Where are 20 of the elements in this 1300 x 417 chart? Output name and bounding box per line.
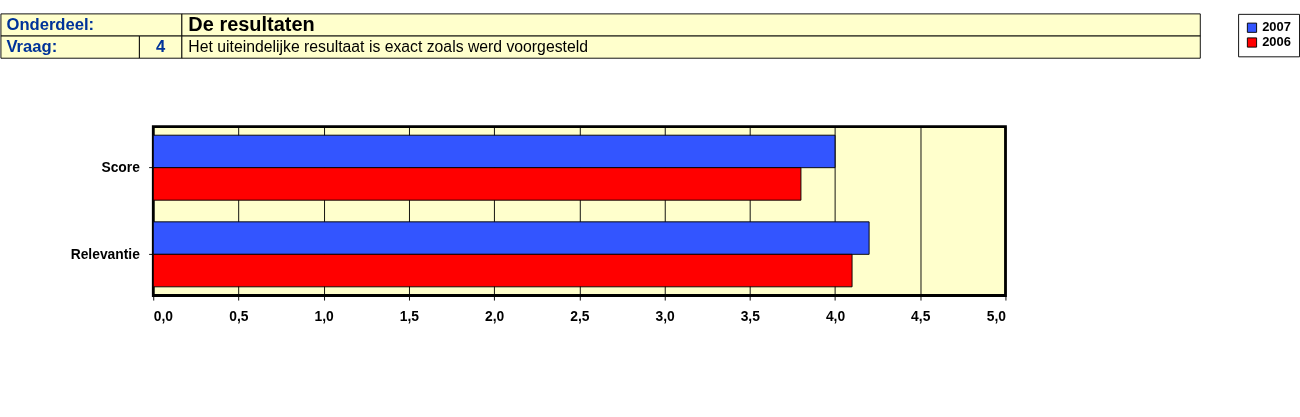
x-tick-label: 3,0 [655, 307, 675, 324]
x-tick-label: 4,5 [911, 307, 931, 324]
x-tick-label: 5,0 [986, 307, 1007, 324]
x-tick-label: 0,5 [229, 307, 249, 324]
chart-subtitle: Het uiteindelijke resultaat is exact zoals werd voorgesteld [188, 37, 588, 55]
x-tick-label: 1,5 [399, 307, 420, 324]
text: 4 [156, 36, 167, 56]
x-tick-label: 1,0 [314, 307, 335, 324]
text: Onderdeel: [6, 14, 95, 34]
text: Vraag: [6, 36, 58, 56]
x-tick-label: 0,0 [153, 307, 174, 324]
legend-label: 2007 [1262, 19, 1291, 35]
legend-label: 2006 [1262, 34, 1291, 50]
x-tick-label: 4,0 [825, 307, 846, 324]
x-tick-label: 3,5 [740, 307, 761, 324]
chart-title: De resultaten [188, 12, 315, 35]
y-tick-label: Score [101, 159, 141, 176]
y-tick-label: Relevantie [70, 245, 141, 262]
x-tick-label: 2,0 [484, 307, 505, 324]
x-tick-label: 2,5 [570, 307, 590, 324]
